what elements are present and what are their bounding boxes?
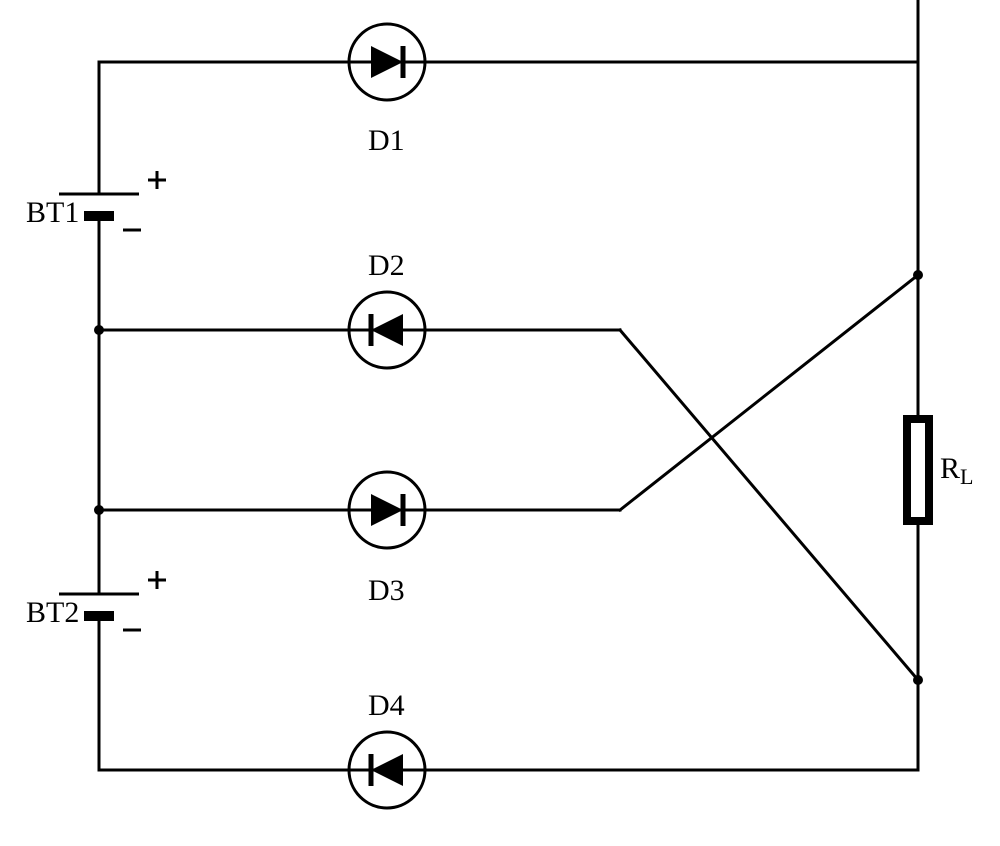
- label-bt1: BT1: [26, 196, 79, 229]
- label-rl-main: R: [940, 452, 960, 485]
- diode-d3: [349, 472, 425, 548]
- label-rl: RL: [940, 452, 973, 489]
- wire-d2-cross: [620, 330, 918, 680]
- label-bt2: BT2: [26, 596, 79, 629]
- label-d3: D3: [368, 574, 405, 607]
- node-left-d2: [94, 325, 104, 335]
- resistor-rl: [903, 415, 933, 525]
- diode-d4: [349, 732, 425, 808]
- diode-d1: [349, 24, 425, 100]
- label-d4: D4: [368, 689, 405, 722]
- wire-d3-cross: [620, 275, 918, 510]
- label-rl-sub: L: [960, 464, 973, 489]
- node-right-up: [913, 270, 923, 280]
- label-d1: D1: [368, 124, 405, 157]
- node-right-down: [913, 675, 923, 685]
- label-d2: D2: [368, 249, 405, 282]
- node-left-d3: [94, 505, 104, 515]
- diode-d2: [349, 292, 425, 368]
